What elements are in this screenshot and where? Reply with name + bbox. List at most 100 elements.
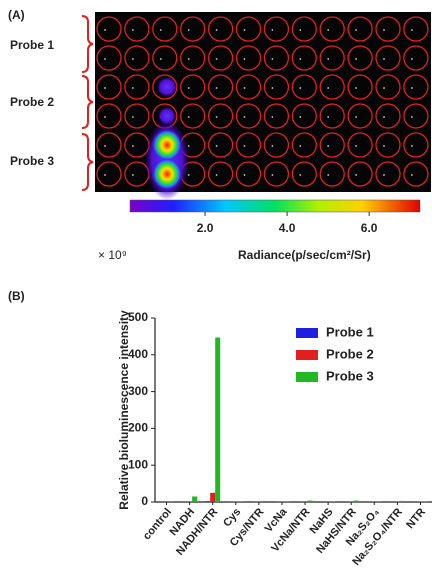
well-dot [132, 87, 134, 89]
well-dot [299, 87, 301, 89]
bar [308, 501, 313, 502]
legend-swatch [296, 350, 318, 360]
well-dot [216, 87, 218, 89]
well-dot [355, 29, 357, 31]
well-dot [188, 87, 190, 89]
well-dot [383, 174, 385, 176]
bar [377, 501, 382, 502]
well-dot [244, 116, 246, 118]
signal [152, 129, 182, 161]
well-dot [132, 29, 134, 31]
well-dot [272, 174, 274, 176]
well-dot [383, 145, 385, 147]
y-tick-label: 500 [128, 310, 148, 324]
well-dot [244, 145, 246, 147]
well-dot [216, 174, 218, 176]
panel-label: (A) [8, 8, 25, 22]
y-axis-title: Relative bioluminescence intensity [117, 310, 131, 510]
probe-label: Probe 3 [10, 154, 54, 168]
well-dot [355, 174, 357, 176]
well-dot [411, 29, 413, 31]
legend-swatch [296, 372, 318, 382]
signal [152, 158, 182, 190]
well-dot [411, 116, 413, 118]
bracket [82, 76, 93, 128]
well-dot [244, 58, 246, 60]
legend-swatch [296, 328, 318, 338]
well-dot [188, 174, 190, 176]
y-tick-label: 200 [128, 421, 148, 435]
well-dot [244, 87, 246, 89]
well-dot [244, 29, 246, 31]
bar [215, 338, 220, 502]
well-dot [355, 58, 357, 60]
well-dot [216, 58, 218, 60]
well-dot [327, 58, 329, 60]
well-dot [104, 87, 106, 89]
page: {"panel_a": {"label": "(A)", "probe_labe… [0, 0, 432, 576]
well-dot [383, 58, 385, 60]
panel-label: (B) [8, 289, 25, 303]
well-dot [104, 145, 106, 147]
probe-label: Probe 2 [10, 95, 54, 109]
probe-label: Probe 1 [10, 38, 54, 52]
colorbar [130, 200, 420, 212]
well-dot [327, 87, 329, 89]
bar [331, 501, 336, 502]
well-dot [272, 87, 274, 89]
colorbar-tick-label: 6.0 [361, 221, 378, 235]
well-dot [327, 116, 329, 118]
x-tick-label: NTR [404, 506, 428, 531]
bracket [82, 134, 93, 190]
well-dot [104, 116, 106, 118]
well-dot [411, 58, 413, 60]
well-dot [299, 58, 301, 60]
well-dot [132, 174, 134, 176]
bar [400, 501, 405, 502]
well-dot [132, 145, 134, 147]
bar [238, 501, 243, 502]
well-dot [160, 29, 162, 31]
well-dot [327, 174, 329, 176]
colorbar-label: Radiance(p/sec/cm²/Sr) [238, 248, 371, 262]
well-dot [299, 174, 301, 176]
y-tick-label: 0 [141, 494, 148, 508]
well-dot [188, 145, 190, 147]
well-dot [104, 58, 106, 60]
well-dot [383, 116, 385, 118]
bar [205, 501, 210, 502]
well-dot [160, 58, 162, 60]
well-dot [299, 29, 301, 31]
well-dot [132, 58, 134, 60]
figure: (A) Probe 1 Probe 2 Probe 3 × 10⁹ Radian… [0, 0, 432, 576]
bar [192, 496, 197, 502]
well-dot [104, 29, 106, 31]
brackets [82, 16, 93, 190]
well-dot [104, 174, 106, 176]
well-dot [132, 116, 134, 118]
well-dot [411, 174, 413, 176]
well-dot [244, 174, 246, 176]
x-tick-label: control [141, 506, 174, 542]
legend-label: Probe 3 [326, 368, 374, 383]
well-dot [216, 145, 218, 147]
y-tick-label: 100 [128, 457, 148, 471]
colorbar-multiplier: × 10⁹ [98, 248, 127, 262]
well-dot [299, 116, 301, 118]
well-dot [327, 145, 329, 147]
well-dot [355, 116, 357, 118]
bar [423, 501, 428, 502]
well-dot [355, 145, 357, 147]
bar [354, 501, 359, 502]
well-dot [188, 58, 190, 60]
bar [284, 501, 289, 502]
well-dot [272, 116, 274, 118]
signal [157, 77, 177, 97]
well-dot [188, 116, 190, 118]
bracket [82, 16, 93, 72]
y-tick-label: 300 [128, 384, 148, 398]
y-tick-label: 400 [128, 347, 148, 361]
well-dot [216, 116, 218, 118]
legend-label: Probe 2 [326, 346, 374, 361]
well-dot [355, 87, 357, 89]
